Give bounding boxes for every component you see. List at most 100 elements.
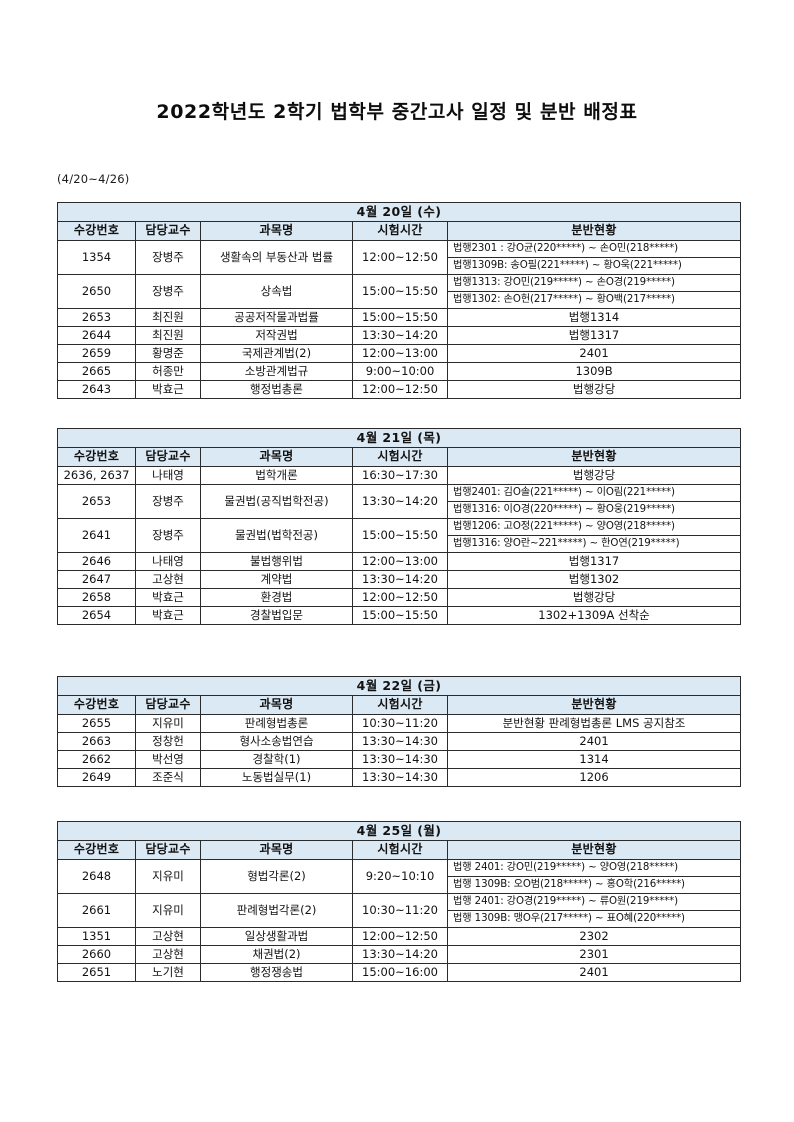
cell-exam-time: 9:20~10:10 xyxy=(352,859,448,894)
cell-course-no: 2651 xyxy=(57,963,136,982)
cell-professor: 황명준 xyxy=(135,344,201,363)
cell-exam-time: 15:00~15:50 xyxy=(352,274,448,309)
day-title-row: 4월 20일 (수) xyxy=(56,202,742,222)
cell-course-no: 2649 xyxy=(57,768,136,787)
cell-course-name: 상속법 xyxy=(200,274,353,309)
cell-professor: 장병주 xyxy=(135,274,201,309)
section-status-line: 법행1313: 강O민(219*****) ~ 손O경(219*****) xyxy=(448,276,740,292)
cell-course-no: 2665 xyxy=(57,362,136,381)
cell-course-name: 행정법총론 xyxy=(200,380,353,399)
schedule-table-day-2: 4월 21일 (목) 수강번호 담당교수 과목명 시험시간 분반현황 2636, 2637 나… xyxy=(56,428,742,625)
cell-professor: 정창헌 xyxy=(135,732,201,751)
cell-course-no: 2641 xyxy=(57,518,136,553)
cell-exam-time: 13:30~14:20 xyxy=(352,570,448,589)
cell-course-name: 소방관계법규 xyxy=(200,362,353,381)
cell-professor: 나태영 xyxy=(135,552,201,571)
table-row: 2644 최진원 저작권법 13:30~14:20 법행1317 xyxy=(57,326,742,345)
cell-professor: 최진원 xyxy=(135,326,201,345)
cell-exam-time: 10:30~11:20 xyxy=(352,893,448,928)
table-row: 2649 조준식 노동법실무(1) 13:30~14:30 1206 xyxy=(57,768,742,787)
cell-course-name: 행정쟁송법 xyxy=(200,963,353,982)
column-header-exam-time: 시험시간 xyxy=(352,695,448,715)
column-header-section-status: 분반현황 xyxy=(446,221,742,241)
section-status-line: 법행 1309B: 맹O우(217*****) ~ 표O혜(220*****) xyxy=(453,913,685,924)
cell-exam-time: 13:30~14:30 xyxy=(352,768,448,787)
cell-section-status: 법행강당 xyxy=(446,380,742,399)
cell-course-name: 저작권법 xyxy=(200,326,353,345)
cell-professor: 고상현 xyxy=(135,570,201,589)
cell-section-status: 1302+1309A 선착순 xyxy=(446,606,742,625)
column-header-exam-time: 시험시간 xyxy=(352,447,448,467)
cell-course-no: 2653 xyxy=(57,484,136,519)
day-title-row: 4월 22일 (금) xyxy=(56,676,742,696)
table-row: 2650 장병주 상속법 15:00~15:50 법행1313: 강O민(219****… xyxy=(57,274,742,309)
cell-course-no: 1354 xyxy=(57,240,136,275)
cell-course-no: 2655 xyxy=(57,714,136,733)
column-header-course-no: 수강번호 xyxy=(57,447,136,467)
day-title: 4월 20일 (수) xyxy=(56,202,742,222)
cell-course-name: 물권법(공직법학전공) xyxy=(200,484,353,519)
column-header-row: 수강번호 담당교수 과목명 시험시간 분반현황 xyxy=(57,447,742,467)
table-body-day-2: 4월 21일 (목) 수강번호 담당교수 과목명 시험시간 분반현황 2636, 2637 나… xyxy=(56,428,742,625)
cell-course-name: 일상생활과법 xyxy=(200,927,353,946)
cell-professor: 고상현 xyxy=(135,927,201,946)
column-header-course-name: 과목명 xyxy=(200,221,353,241)
cell-course-name: 경찰법입문 xyxy=(200,606,353,625)
section-status-line: 법행2301 : 강O균(220*****) ~ 손O민(218*****) xyxy=(448,242,740,258)
cell-professor: 지유미 xyxy=(135,714,201,733)
cell-course-name: 생활속의 부동산과 법률 xyxy=(200,240,353,275)
section-status-line: 법행1206: 고O정(221*****) ~ 양O영(218*****) xyxy=(448,520,740,536)
table-row: 2660 고상현 채권법(2) 13:30~14:20 2301 xyxy=(57,945,742,964)
date-range-label: (4/20~4/26) xyxy=(57,172,130,186)
cell-professor: 장병주 xyxy=(135,240,201,275)
cell-course-name: 환경법 xyxy=(200,588,353,607)
cell-exam-time: 15:00~15:50 xyxy=(352,518,448,553)
cell-exam-time: 12:00~12:50 xyxy=(352,927,448,946)
day-title-row: 4월 25일 (월) xyxy=(56,821,742,841)
cell-course-name: 형사소송법연습 xyxy=(200,732,353,751)
cell-section-status: 법행1206: 고O정(221*****) ~ 양O영(218*****) 법행1… xyxy=(446,518,742,553)
column-header-course-no: 수강번호 xyxy=(57,840,136,860)
schedule-table-day-3: 4월 22일 (금) 수강번호 담당교수 과목명 시험시간 분반현황 2655 지유미 판례형법… xyxy=(56,676,742,787)
cell-course-no: 2643 xyxy=(57,380,136,399)
cell-exam-time: 12:00~13:00 xyxy=(352,552,448,571)
cell-section-status: 법행강당 xyxy=(446,588,742,607)
column-header-professor: 담당교수 xyxy=(135,695,201,715)
cell-section-status: 1314 xyxy=(446,750,742,769)
cell-professor: 장병주 xyxy=(135,518,201,553)
cell-professor: 박효근 xyxy=(135,588,201,607)
cell-professor: 지유미 xyxy=(135,893,201,928)
section-status-line: 법행1309B: 송O필(221*****) ~ 황O욱(221*****) xyxy=(453,260,682,271)
cell-course-name: 경찰학(1) xyxy=(200,750,353,769)
cell-exam-time: 15:00~15:50 xyxy=(352,606,448,625)
cell-professor: 고상현 xyxy=(135,945,201,964)
table-row: 2655 지유미 판례형법총론 10:30~11:20 분반현황 판례형법총론 LMS … xyxy=(57,714,742,733)
day-title: 4월 25일 (월) xyxy=(56,821,742,841)
cell-section-status: 법행 2401: 강O경(219*****) ~ 류O원(219*****) 법행… xyxy=(446,893,742,928)
cell-course-name: 판례형법총론 xyxy=(200,714,353,733)
table-row: 2663 정창헌 형사소송법연습 13:30~14:30 2401 xyxy=(57,732,742,751)
cell-course-no: 2646 xyxy=(57,552,136,571)
table-row: 2643 박효근 행정법총론 12:00~12:50 법행강당 xyxy=(57,380,742,399)
cell-course-name: 공공저작물과법률 xyxy=(200,308,353,327)
cell-course-name: 노동법실무(1) xyxy=(200,768,353,787)
cell-course-no: 1351 xyxy=(57,927,136,946)
cell-professor: 조준식 xyxy=(135,768,201,787)
cell-exam-time: 9:00~10:00 xyxy=(352,362,448,381)
section-status-line: 법행 2401: 강O경(219*****) ~ 류O원(219*****) xyxy=(448,895,740,911)
section-status-line: 법행 1309B: 오O범(218*****) ~ 홍O학(216*****) xyxy=(453,879,685,890)
cell-course-no: 2658 xyxy=(57,588,136,607)
cell-section-status: 2302 xyxy=(446,927,742,946)
cell-course-name: 법학개론 xyxy=(200,466,353,485)
cell-exam-time: 12:00~13:00 xyxy=(352,344,448,363)
cell-section-status: 분반현황 판례형법총론 LMS 공지참조 xyxy=(446,714,742,733)
table-row: 2665 허종만 소방관계법규 9:00~10:00 1309B xyxy=(57,362,742,381)
cell-course-no: 2648 xyxy=(57,859,136,894)
section-status-line: 법행 2401: 강O민(219*****) ~ 양O영(218*****) xyxy=(448,861,740,877)
cell-exam-time: 12:00~12:50 xyxy=(352,380,448,399)
cell-course-name: 형법각론(2) xyxy=(200,859,353,894)
column-header-exam-time: 시험시간 xyxy=(352,221,448,241)
cell-professor: 박효근 xyxy=(135,380,201,399)
column-header-section-status: 분반현황 xyxy=(446,695,742,715)
